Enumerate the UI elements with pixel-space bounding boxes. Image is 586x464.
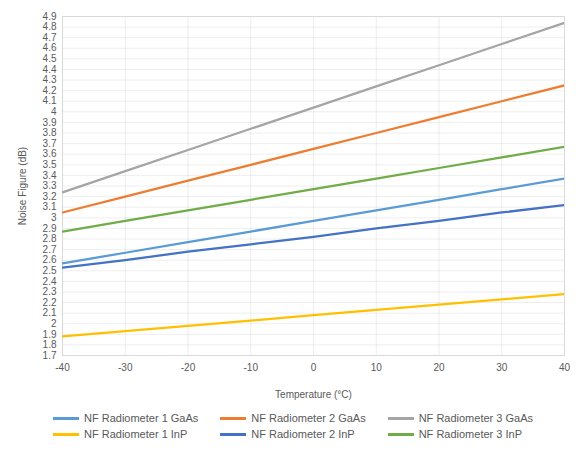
svg-text:0: 0 [311,362,317,373]
svg-text:4.1: 4.1 [43,95,57,106]
svg-text:3.7: 3.7 [43,138,57,149]
svg-text:3.3: 3.3 [43,180,57,191]
svg-text:2: 2 [51,318,57,329]
svg-text:3.6: 3.6 [43,148,57,159]
svg-text:2.8: 2.8 [43,233,57,244]
svg-text:4.2: 4.2 [43,85,57,96]
svg-text:3.4: 3.4 [43,170,57,181]
html-text:NF Radiometer 1 InP: NF Radiometer 1 InP [84,428,188,440]
svg-text:1.8: 1.8 [43,339,57,350]
svg-text:Temperature (°C): Temperature (°C) [275,389,352,400]
svg-text:3.8: 3.8 [43,127,57,138]
svg-text:-10: -10 [244,362,259,373]
svg-text:10: 10 [371,362,383,373]
html-text:NF Radiometer 3 InP: NF Radiometer 3 InP [418,428,522,440]
svg-text:2.1: 2.1 [43,307,57,318]
html-text:NF Radiometer 1 GaAs: NF Radiometer 1 GaAs [84,412,199,424]
svg-text:3.2: 3.2 [43,191,57,202]
svg-text:3.5: 3.5 [43,159,57,170]
svg-text:2.6: 2.6 [43,254,57,265]
svg-text:3.9: 3.9 [43,117,57,128]
svg-text:4.5: 4.5 [43,53,57,64]
svg-text:20: 20 [433,362,445,373]
svg-text:-20: -20 [181,362,196,373]
svg-text:3: 3 [51,212,57,223]
svg-text:4.3: 4.3 [43,74,57,85]
svg-text:Noise Figure (dB): Noise Figure (dB) [17,147,28,225]
svg-text:1.9: 1.9 [43,329,57,340]
svg-text:2.7: 2.7 [43,244,57,255]
svg-text:-30: -30 [118,362,133,373]
html-text:NF Radiometer 3 GaAs: NF Radiometer 3 GaAs [418,412,533,424]
svg-text:30: 30 [496,362,508,373]
svg-text:1.7: 1.7 [43,350,57,361]
html-text:NF Radiometer 2 InP: NF Radiometer 2 InP [251,428,355,440]
svg-text:2.3: 2.3 [43,286,57,297]
html-text:NF Radiometer 2 GaAs: NF Radiometer 2 GaAs [251,412,366,424]
svg-text:4.4: 4.4 [43,64,57,75]
svg-text:2.5: 2.5 [43,265,57,276]
svg-text:3.1: 3.1 [43,201,57,212]
svg-text:4.9: 4.9 [43,11,57,22]
svg-text:2.4: 2.4 [43,276,57,287]
svg-text:4.8: 4.8 [43,21,57,32]
svg-text:4.7: 4.7 [43,32,57,43]
svg-text:40: 40 [559,362,571,373]
svg-text:-40: -40 [55,362,70,373]
svg-text:4: 4 [51,106,57,117]
svg-text:2.9: 2.9 [43,223,57,234]
svg-text:2.2: 2.2 [43,297,57,308]
svg-text:4.6: 4.6 [43,42,57,53]
